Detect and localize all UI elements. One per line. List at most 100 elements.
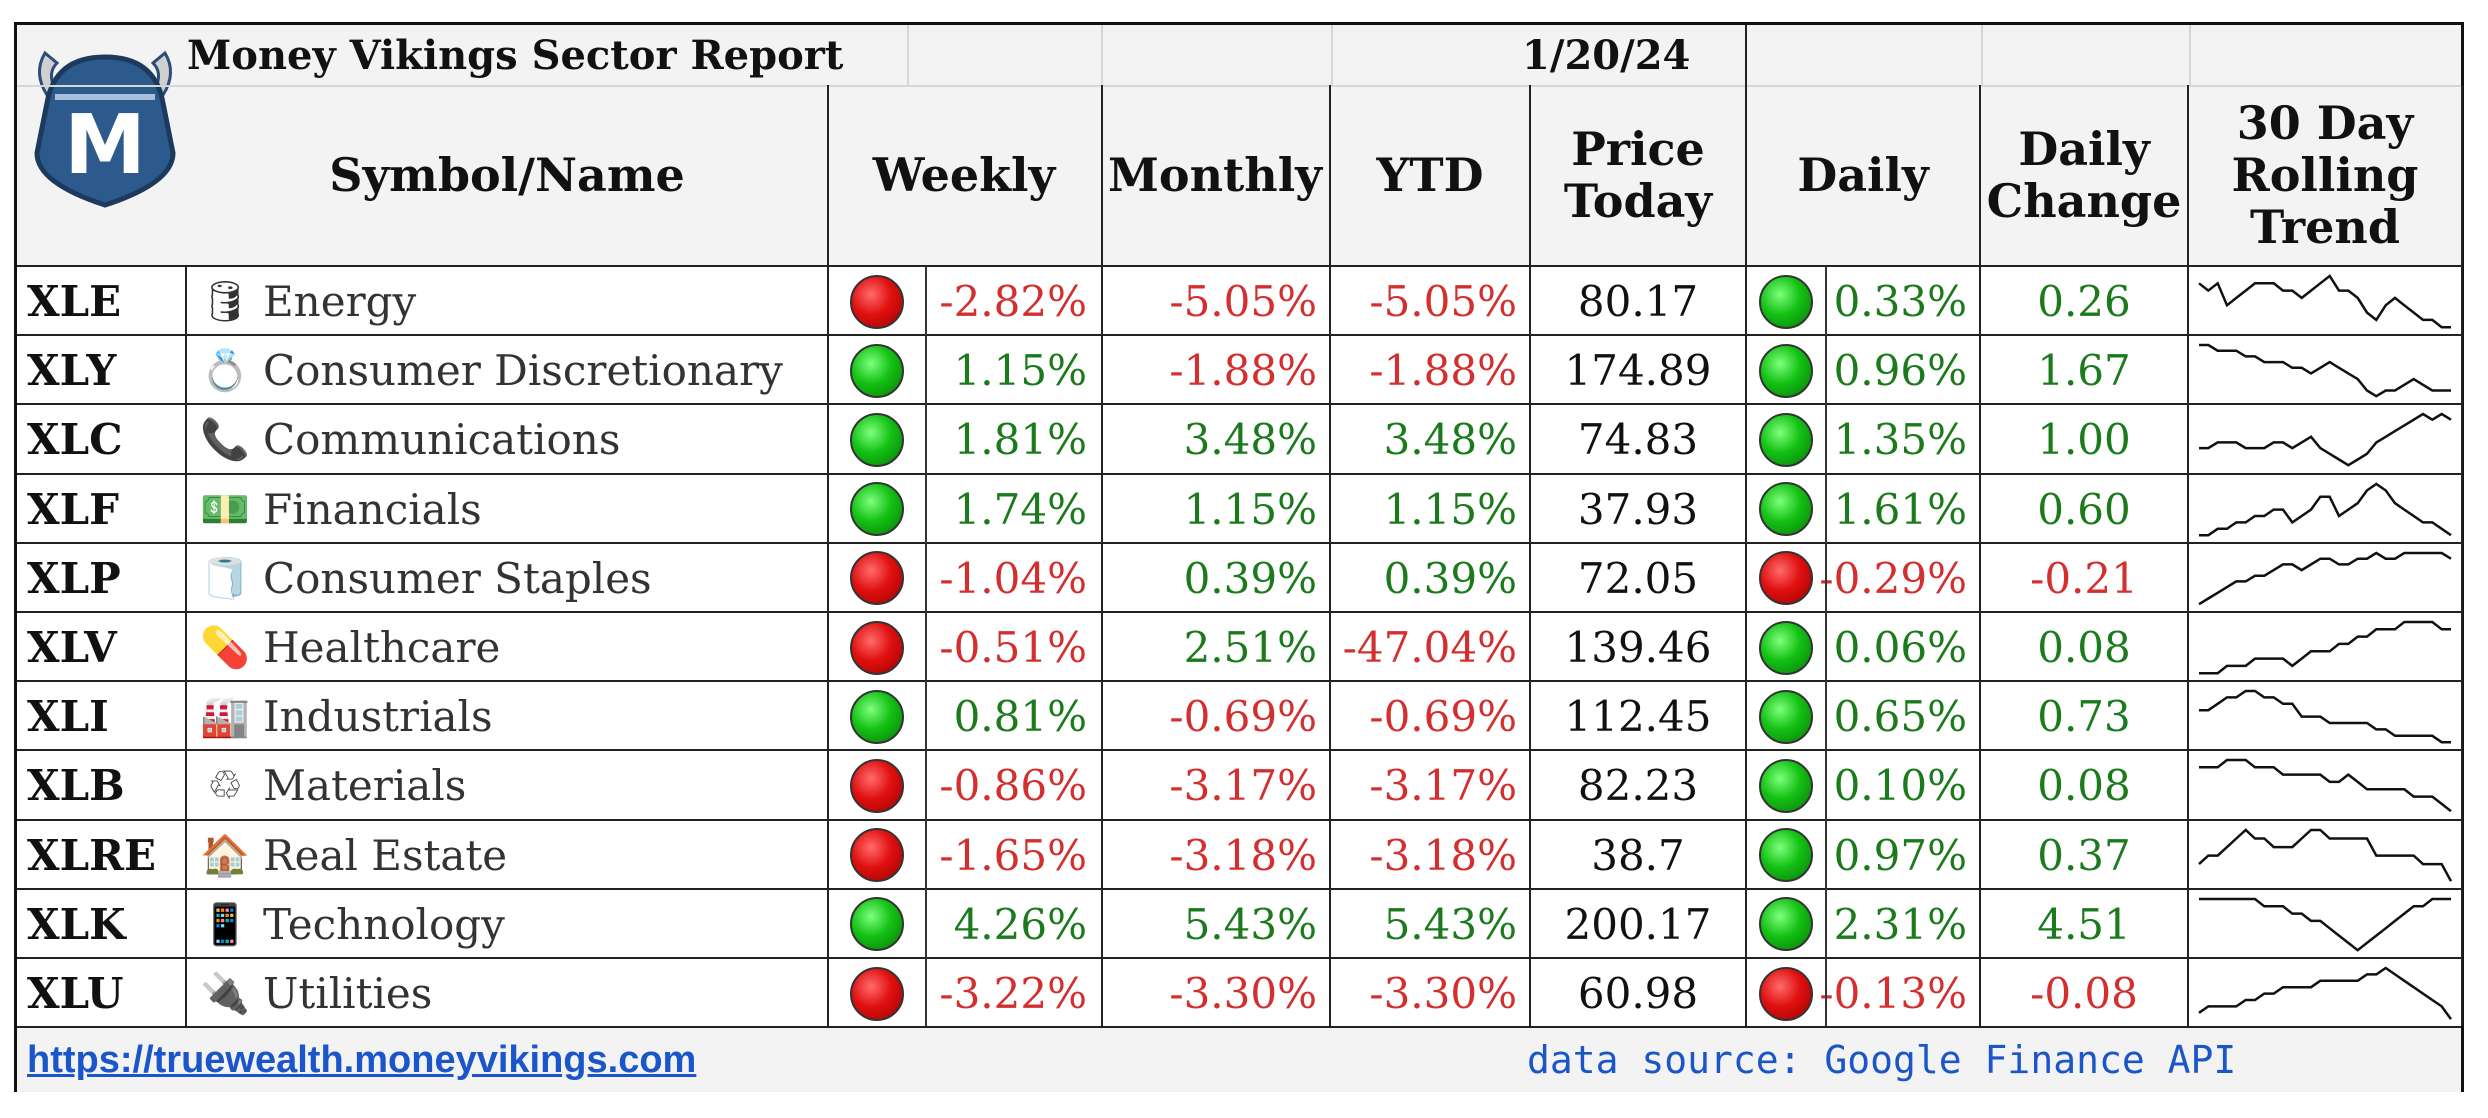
daily-change: -0.21 [2030,553,2138,603]
row-divider [17,265,2461,267]
ytd-change: 0.39% [1383,553,1517,603]
weekly-change: -3.22% [939,969,1087,1019]
sector-name-cell: 🏠 Real Estate [187,821,827,890]
sector-name: Communications [263,415,621,465]
daily-percent-change: 0.96% [1833,346,1967,396]
price-today: 174.89 [1564,346,1712,396]
sparkline-path [2199,343,2451,398]
green-status-dot-icon [850,897,904,952]
sector-symbol: XLV [27,623,117,673]
plug-icon: 🔌 [200,971,250,1018]
ytd-change: -0.69% [1369,692,1517,742]
price-today: 60.98 [1577,969,1699,1019]
oil-drum-icon: 🛢 [199,279,251,326]
price-today: 200.17 [1564,899,1712,949]
daily-status-cell [1747,751,1825,820]
row-divider [17,887,2461,890]
row-divider [17,334,2461,337]
header-daily: Daily [1797,148,1929,202]
daily-status-cell [1747,475,1825,544]
weekly-change: -2.82% [939,277,1087,327]
column-divider [1745,25,1747,85]
sector-name: Industrials [263,692,493,742]
monthly-change: -3.17% [1169,761,1317,811]
header-rolling-trend: 30 Day Rolling Trend [2189,87,2461,263]
sector-symbol: XLF [27,484,119,534]
moneyvikings-link[interactable]: https://truewealth.moneyvikings.com [27,1038,697,1081]
green-status-dot-icon [850,343,904,398]
phone-icon: 📞 [200,417,250,464]
data-source-note: data source: Google Finance API [1527,1038,2237,1082]
daily-percent-change: 1.61% [1833,484,1967,534]
weekly-change: -0.51% [939,623,1087,673]
header-cell-divider [2189,25,2191,85]
column-divider [185,265,187,1026]
green-status-dot-icon [1759,274,1813,329]
weekly-change: 4.26% [953,899,1087,949]
rolling-trend-sparkline [2198,827,2453,882]
money-icon: 💵 [200,486,250,533]
sector-name-cell: 🧻 Consumer Staples [187,544,827,613]
sector-name-cell: 🔌 Utilities [187,959,827,1028]
green-status-dot-icon [850,689,904,744]
sector-name: Consumer Discretionary [263,346,783,396]
weekly-status-cell [829,267,925,336]
price-today: 139.46 [1564,623,1712,673]
daily-percent-change: 1.35% [1833,415,1967,465]
sparkline-path [2198,274,2451,329]
sparkline-path [2199,689,2451,744]
monthly-change: -3.18% [1169,830,1317,880]
monthly-change: 3.48% [1183,415,1317,465]
sector-symbol: XLP [27,553,121,603]
green-status-dot-icon [1759,689,1813,744]
sparkline-path [2199,412,2452,468]
header-price-line1: Price [1571,122,1705,176]
sector-symbol: XLU [27,969,124,1019]
green-status-dot-icon [850,482,904,537]
green-status-dot-icon [1759,482,1813,537]
viking-helmet-logo: M [34,50,176,208]
rolling-trend-sparkline [2198,551,2452,606]
sparkline-path [2199,620,2451,675]
monthly-change: -3.30% [1169,969,1317,1019]
weekly-status-cell [829,751,925,820]
green-status-dot-icon [1759,758,1813,813]
daily-change: 4.51 [2037,899,2131,949]
daily-status-cell [1747,544,1825,613]
ytd-change: -5.05% [1369,277,1517,327]
rolling-trend-sparkline [2199,620,2451,675]
pill-icon: 💊 [200,625,250,672]
sector-symbol: XLRE [27,830,157,880]
weekly-status-cell [829,336,925,405]
report-title: Money Vikings Sector Report [187,31,844,79]
daily-percent-change: 0.97% [1833,830,1967,880]
price-today: 82.23 [1577,761,1699,811]
daily-status-cell [1747,959,1825,1028]
sparkline-path [2199,897,2451,952]
sector-name-cell: ♲ Materials [187,751,827,820]
weekly-status-cell [829,544,925,613]
ytd-change: -1.88% [1369,346,1517,396]
paper-roll-icon: 🧻 [200,555,250,602]
header-change-line1: Daily [2018,122,2150,176]
weekly-change: 0.81% [953,692,1087,742]
sector-name-cell: 💵 Financials [187,475,827,544]
header-price-line2: Today [1563,174,1713,228]
monthly-change: -1.88% [1169,346,1317,396]
daily-status-cell [1747,336,1825,405]
header-divider [17,85,2461,87]
daily-change: 0.37 [2037,830,2131,880]
red-status-dot-icon [850,758,904,813]
daily-change: 1.67 [2037,346,2131,396]
sector-symbol: XLY [27,346,117,396]
column-divider [827,85,829,1026]
rolling-trend-sparkline [2199,897,2451,952]
monthly-change: 2.51% [1183,623,1317,673]
sparkline-path [2198,551,2452,606]
sector-symbol: XLI [27,692,109,742]
sector-name: Financials [263,484,482,534]
row-divider [17,680,2461,683]
red-status-dot-icon [850,828,904,883]
dot-column-divider [925,267,927,1026]
sector-symbol: XLE [27,277,122,327]
